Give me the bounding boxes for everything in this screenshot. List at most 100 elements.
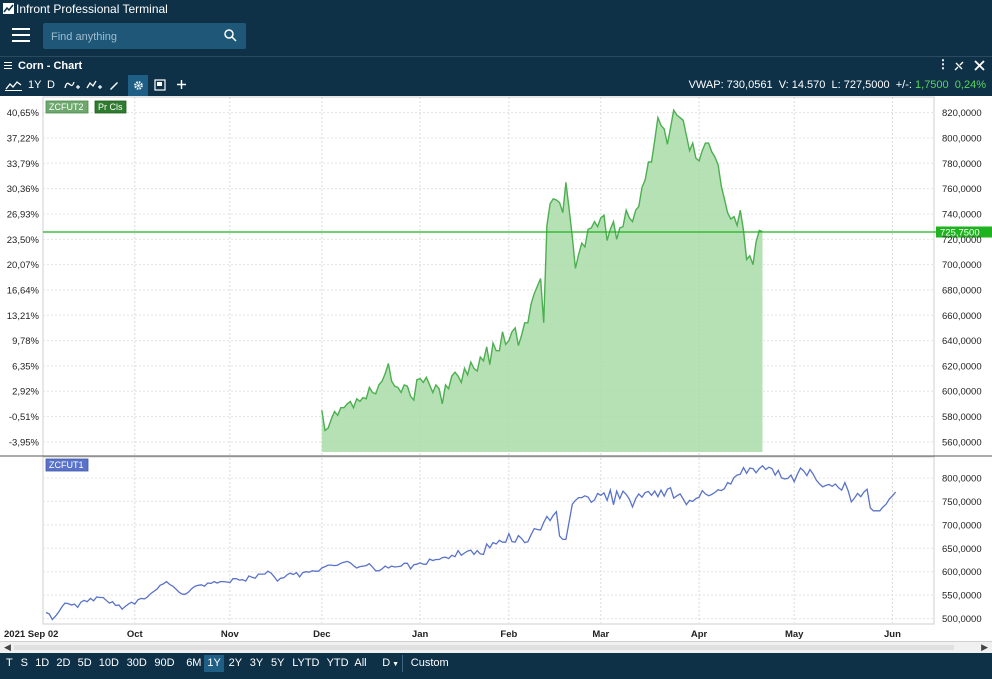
vwap-value: VWAP: 730,0561 bbox=[688, 79, 773, 91]
period-30d-button[interactable]: 30D bbox=[126, 657, 147, 669]
lower-right-tick: 600,0000 bbox=[942, 567, 982, 578]
period-5y-button[interactable]: 5Y bbox=[271, 657, 285, 669]
layout-icon[interactable] bbox=[154, 79, 166, 91]
x-tick-label: Feb bbox=[500, 629, 517, 640]
legend-pr-cls[interactable]: Pr Cls bbox=[98, 102, 123, 112]
upper-left-tick: 6,35% bbox=[12, 361, 39, 372]
upper-right-tick: 580,0000 bbox=[942, 412, 982, 423]
lower-right-tick: 550,0000 bbox=[942, 591, 982, 602]
add-indicator-icon[interactable] bbox=[64, 78, 81, 92]
change-pct: 0,24% bbox=[954, 79, 986, 91]
app-logo-icon bbox=[3, 3, 14, 14]
upper-right-tick: 680,0000 bbox=[942, 285, 982, 296]
period-10d-button[interactable]: 10D bbox=[98, 657, 119, 669]
search-icon[interactable] bbox=[224, 29, 237, 42]
interval-d-button[interactable]: D bbox=[47, 79, 55, 91]
lower-legend: ZCFUT1 bbox=[45, 458, 89, 472]
search-box bbox=[43, 23, 246, 49]
gear-icon bbox=[134, 81, 143, 90]
upper-legend: ZCFUT2 Pr Cls bbox=[45, 100, 127, 114]
settings-button[interactable] bbox=[128, 75, 148, 96]
upper-left-tick: 23,50% bbox=[7, 235, 40, 246]
last-price-tag: 725,7500 bbox=[936, 226, 992, 239]
period-all-button[interactable]: All bbox=[354, 657, 367, 669]
upper-left-tick: 9,78% bbox=[12, 336, 39, 347]
upper-left-tick: 33,79% bbox=[7, 159, 40, 170]
upper-right-tick: 820,0000 bbox=[942, 108, 982, 119]
upper-right-tick: 560,0000 bbox=[942, 437, 982, 448]
period-lytd-button[interactable]: LYTD bbox=[292, 657, 320, 669]
x-axis: 2021 Sep 02 Oct Nov Dec Jan Feb Mar Apr May Jun bbox=[4, 629, 901, 640]
volume-value: V: 14.570 bbox=[778, 79, 826, 91]
lower-right-tick: 650,0000 bbox=[942, 544, 982, 555]
upper-right-tick: 740,0000 bbox=[942, 209, 982, 220]
upper-left-tick: -3,95% bbox=[9, 437, 40, 448]
add-icon[interactable] bbox=[176, 79, 187, 90]
period-1y-button[interactable]: 1Y bbox=[204, 655, 224, 672]
close-icon[interactable] bbox=[974, 60, 985, 71]
period-2y-button[interactable]: 2Y bbox=[228, 657, 243, 669]
period-3y-button[interactable]: 3Y bbox=[249, 657, 264, 669]
period-d-dropdown-button[interactable]: D ▼ bbox=[379, 655, 404, 672]
period-s-button[interactable]: S bbox=[20, 657, 28, 669]
period-ytd-button[interactable]: YTD bbox=[326, 657, 349, 669]
x-tick-label: Apr bbox=[691, 629, 708, 640]
x-tick-label: May bbox=[785, 629, 804, 640]
upper-right-tick: 760,0000 bbox=[942, 184, 982, 195]
draw-pen-icon[interactable] bbox=[108, 79, 120, 91]
horizontal-scrollbar[interactable]: ◀ ▶ bbox=[0, 641, 992, 654]
period-custom-button[interactable]: Custom bbox=[410, 657, 449, 669]
upper-right-tick: 620,0000 bbox=[942, 361, 982, 372]
lower-pane bbox=[42, 456, 935, 625]
upper-right-tick: 640,0000 bbox=[942, 336, 982, 347]
period-1y-button[interactable]: 1Y bbox=[28, 79, 42, 91]
period-6m-button[interactable]: 6M bbox=[186, 657, 202, 669]
zcfut1-line bbox=[45, 464, 897, 621]
legend-zcfut2[interactable]: ZCFUT2 bbox=[49, 102, 84, 112]
main-menu-button[interactable] bbox=[12, 28, 30, 44]
period-1d-button[interactable]: 1D bbox=[35, 657, 50, 669]
period-2d-button[interactable]: 2D bbox=[56, 657, 71, 669]
chart-type-icon[interactable] bbox=[5, 80, 22, 91]
upper-left-tick: -0,51% bbox=[9, 412, 40, 423]
x-tick-label: Jun bbox=[884, 629, 901, 640]
x-tick-label: 2021 Sep 02 bbox=[4, 629, 58, 640]
add-study-icon[interactable] bbox=[86, 78, 103, 92]
search-input[interactable] bbox=[49, 27, 213, 47]
x-tick-label: Mar bbox=[592, 629, 609, 640]
x-tick-label: Jan bbox=[412, 629, 429, 640]
top-bar bbox=[0, 20, 992, 55]
upper-right-tick: 780,0000 bbox=[942, 159, 982, 170]
x-tick-label: Oct bbox=[127, 629, 144, 640]
chart-area[interactable]: 725,7500 ZCFUT2 Pr Cls 820,0000 800,0000 7… bbox=[0, 96, 992, 641]
chevron-down-icon: ▼ bbox=[392, 661, 400, 668]
period-5d-button[interactable]: 5D bbox=[77, 657, 92, 669]
panel-title: Corn - Chart bbox=[18, 60, 83, 72]
upper-right-tick: 660,0000 bbox=[942, 311, 982, 322]
scroll-right-icon[interactable]: ▶ bbox=[981, 642, 988, 652]
upper-left-tick: 26,93% bbox=[7, 209, 40, 220]
lower-right-tick: 800,0000 bbox=[942, 473, 982, 484]
upper-right-tick: 720,0000 bbox=[942, 235, 982, 246]
lower-right-tick: 750,0000 bbox=[942, 497, 982, 508]
legend-zcfut1[interactable]: ZCFUT1 bbox=[49, 460, 84, 470]
more-options-icon[interactable]: ⋮ bbox=[937, 57, 949, 71]
period-bar: T S 1D 2D 5D 10D 30D 90D 6M 1Y 2Y 3Y 5Y LYTD YTD All D ▼ C… bbox=[0, 653, 992, 679]
upper-left-tick: 16,64% bbox=[7, 285, 40, 296]
quote-stats: VWAP: 730,0561 V: 14.570 L: 727,5000 +/-… bbox=[689, 79, 986, 91]
unlink-icon[interactable] bbox=[953, 60, 965, 72]
x-tick-label: Dec bbox=[313, 629, 330, 640]
period-90d-button[interactable]: 90D bbox=[154, 657, 175, 669]
chart-toolbar: 1Y D VWAP: 730,0561 V: 14.570 L: 727,500… bbox=[0, 75, 992, 96]
scroll-thumb[interactable] bbox=[14, 645, 954, 650]
last-price-label: 725,7500 bbox=[940, 228, 980, 239]
upper-left-tick: 37,22% bbox=[7, 133, 40, 144]
panel-menu-icon[interactable] bbox=[4, 62, 12, 71]
upper-left-tick: 30,36% bbox=[7, 184, 40, 195]
scroll-left-icon[interactable]: ◀ bbox=[4, 642, 11, 652]
upper-left-tick: 2,92% bbox=[12, 387, 39, 398]
upper-right-tick: 800,0000 bbox=[942, 133, 982, 144]
period-t-button[interactable]: T bbox=[6, 657, 13, 669]
price-chart[interactable]: 725,7500 ZCFUT2 Pr Cls 820,0000 800,0000 7… bbox=[0, 96, 992, 641]
change-label: +/-: bbox=[895, 79, 912, 91]
